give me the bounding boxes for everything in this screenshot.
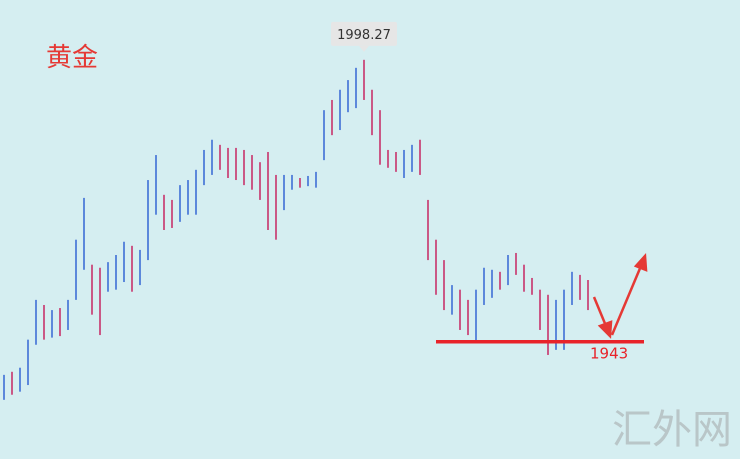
callout-box bbox=[331, 21, 397, 46]
arrow-head bbox=[597, 320, 613, 339]
peak-callout: 1998.27 bbox=[331, 21, 397, 52]
chart-title: 黄金 bbox=[46, 43, 98, 73]
arrow-up bbox=[610, 265, 643, 336]
arrow-down bbox=[592, 296, 608, 327]
peak-label: 1998.27 bbox=[337, 28, 391, 43]
watermark: 汇外网 bbox=[612, 407, 732, 453]
projection-arrows bbox=[592, 252, 648, 339]
arrow-head bbox=[633, 252, 648, 272]
support-label: 1943 bbox=[590, 345, 628, 363]
callout-pointer bbox=[359, 45, 369, 52]
